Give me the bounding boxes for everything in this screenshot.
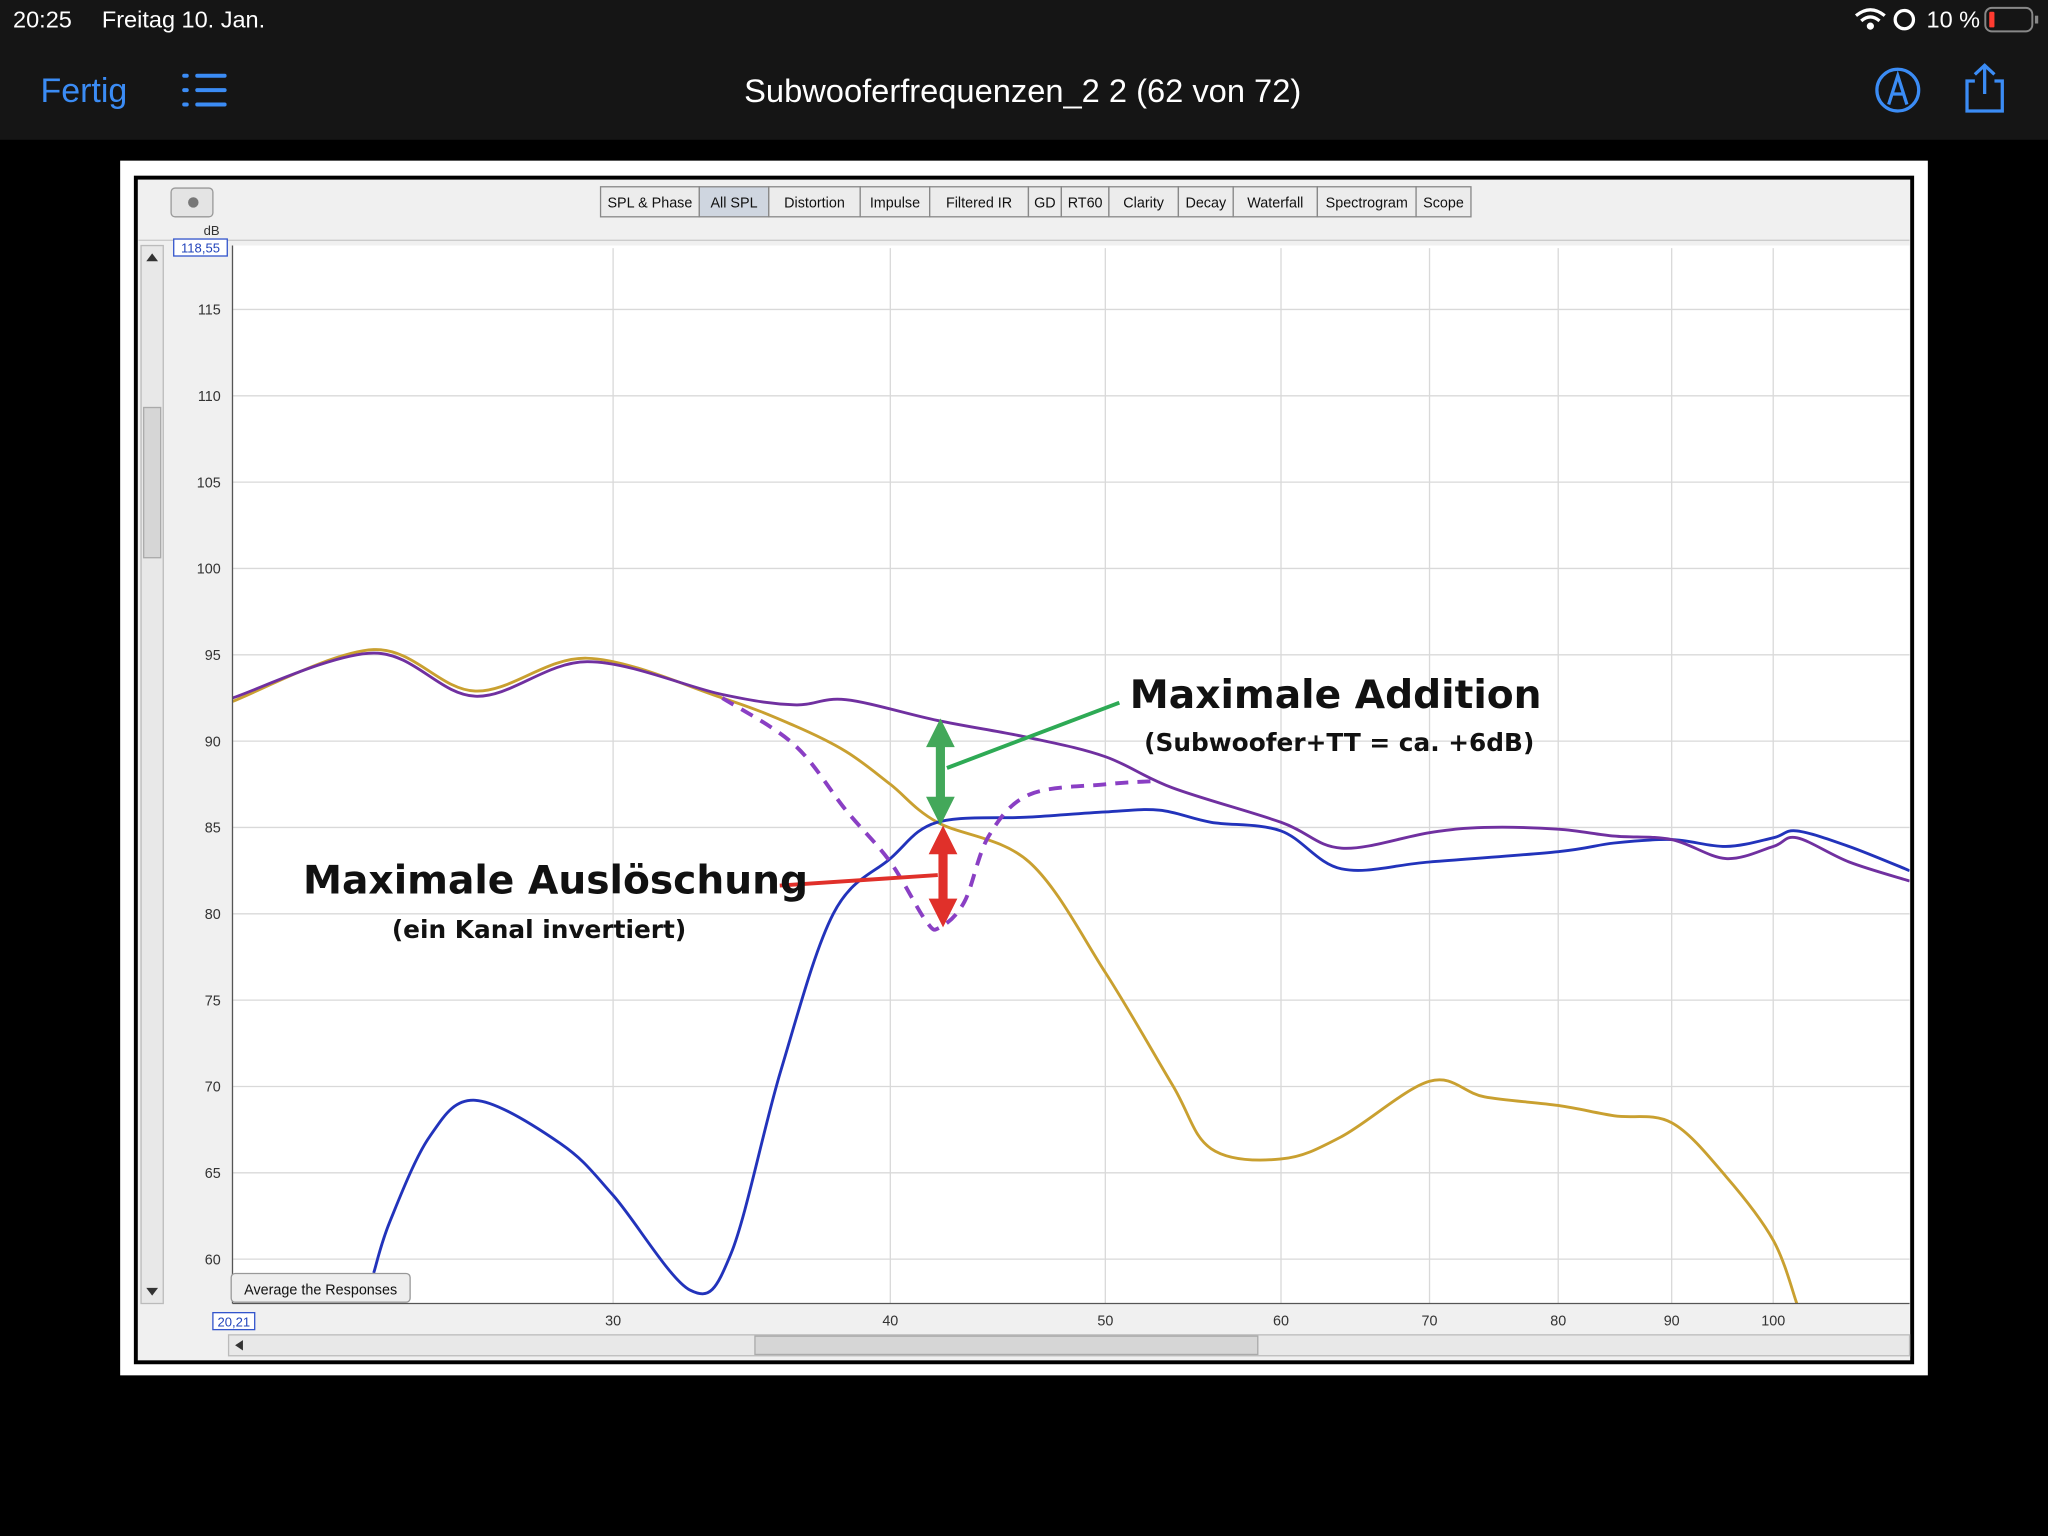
tab-bar: SPL & Phase All SPL Distortion Impulse Filte…	[599, 186, 1472, 218]
y-range-label: 118,55	[181, 241, 220, 256]
top-bar	[0, 0, 2048, 140]
y-tick-label: 110	[198, 389, 221, 405]
tab[interactable]	[698, 186, 770, 218]
tab-label: Filtered IR	[946, 196, 1012, 212]
tab[interactable]	[768, 186, 861, 218]
tab[interactable]	[859, 186, 931, 218]
y-tick-label: 105	[197, 475, 221, 491]
tab[interactable]	[1316, 186, 1417, 218]
tab-label: Scope	[1423, 196, 1464, 212]
share-button[interactable]	[1965, 63, 2004, 113]
plot-area	[232, 245, 1910, 1304]
y-tick-label: 65	[205, 1166, 221, 1182]
battery-text: 10 %	[1927, 6, 1981, 32]
tab[interactable]	[599, 186, 700, 218]
plot: 60 65 70 75 80 85 90 95 100 105 110 115 30 40 50 60 70 80…	[173, 238, 1910, 1331]
y-tick-label: 100	[197, 562, 221, 578]
tab[interactable]	[929, 186, 1030, 218]
tab[interactable]	[1415, 186, 1472, 218]
series-line	[232, 651, 1910, 883]
y-tick-label: 85	[205, 821, 221, 837]
annotation-title: Maximale Addition	[1130, 673, 1542, 718]
annotation-note: (Subwoofer+TT = ca. +6dB)	[1144, 728, 1534, 757]
list-button[interactable]	[182, 73, 227, 107]
x-range-box	[212, 1312, 256, 1331]
v-scroll-thumb[interactable]	[143, 406, 162, 559]
y-range-box	[173, 238, 228, 257]
tab[interactable]	[1027, 186, 1063, 218]
x-tick-label: 70	[1422, 1314, 1438, 1330]
scroll-arrow-left	[235, 1340, 243, 1351]
annotation-title: Maximale Auslöschung	[303, 858, 808, 903]
average-button-label: Average the Responses	[244, 1282, 397, 1298]
series-line	[721, 696, 1160, 932]
status-time: 20:25	[13, 6, 72, 32]
status-date: Freitag 10. Jan.	[102, 6, 265, 32]
x-tick-label: 90	[1664, 1314, 1680, 1330]
y-tick-label: 80	[205, 907, 221, 923]
tab[interactable]	[1232, 186, 1319, 218]
tab-label: Impulse	[870, 196, 920, 212]
y-tick-label: 115	[198, 303, 221, 319]
y-tick-label: 70	[205, 1080, 221, 1096]
x-tick-label: 50	[1097, 1314, 1113, 1330]
v-scrollbar[interactable]	[140, 244, 164, 1305]
y-tick-label: 95	[205, 648, 221, 664]
tab-label: Spectrogram	[1326, 196, 1408, 212]
tab-label: GD	[1034, 196, 1056, 212]
tab-label: Clarity	[1123, 196, 1165, 212]
tab[interactable]	[1060, 186, 1110, 218]
tab-label: Decay	[1185, 196, 1227, 212]
x-tick-label: 80	[1550, 1314, 1566, 1330]
addition-arrow	[926, 700, 1121, 826]
annotation-note: (ein Kanal invertiert)	[392, 915, 686, 944]
y-tick-label: 60	[205, 1252, 221, 1268]
h-scroll-thumb[interactable]	[754, 1335, 1259, 1356]
tab-label: Distortion	[784, 196, 845, 212]
tab-label: All SPL	[710, 196, 757, 212]
x-tick-label: 60	[1273, 1314, 1289, 1330]
markup-button[interactable]	[1875, 67, 1921, 113]
cancellation-arrow	[779, 825, 958, 928]
wifi-icon	[1854, 8, 1886, 30]
x-tick-label: 30	[605, 1314, 621, 1330]
done-button[interactable]: Fertig	[40, 72, 127, 110]
y-unit: dB	[204, 223, 220, 238]
y-tick-label: 75	[205, 993, 221, 1009]
x-tick-label: 100	[1761, 1314, 1785, 1330]
x-range-label: 20,21	[217, 1314, 250, 1329]
series-line	[232, 648, 1799, 1304]
tab-label: Waterfall	[1247, 196, 1303, 212]
tab-label: RT60	[1068, 196, 1103, 212]
rotation-lock-icon	[1893, 8, 1916, 31]
battery-icon	[1984, 6, 2039, 33]
average-button[interactable]	[230, 1272, 411, 1303]
camera-icon	[188, 197, 199, 208]
y-tick-label: 90	[205, 734, 221, 750]
x-tick-label: 40	[882, 1314, 898, 1330]
tab-label: SPL & Phase	[607, 196, 692, 212]
nav-title: Subwooferfrequenzen_2 2 (62 von 72)	[744, 72, 1301, 109]
